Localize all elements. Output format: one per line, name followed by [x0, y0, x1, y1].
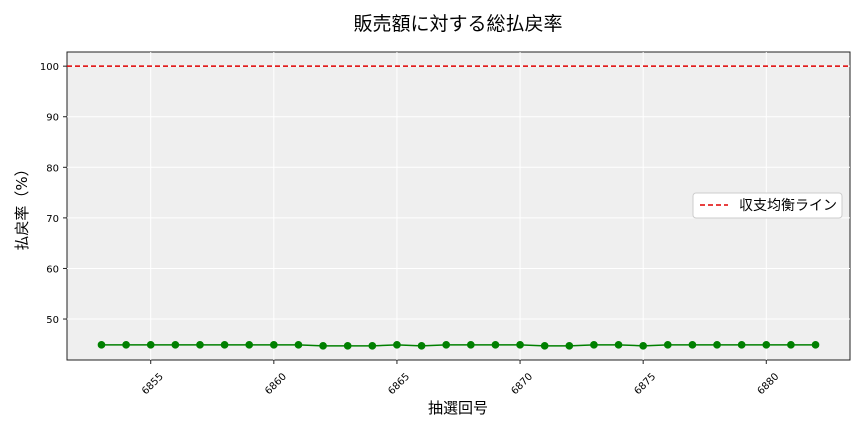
- data-point: [442, 341, 450, 349]
- x-tick-label: 6875: [633, 371, 659, 397]
- data-point: [688, 341, 697, 349]
- data-point: [294, 341, 303, 349]
- data-point: [639, 342, 647, 350]
- x-tick-label: 6870: [509, 371, 535, 397]
- legend: 収支均衡ライン: [692, 192, 843, 219]
- data-point: [368, 342, 377, 350]
- data-point: [196, 341, 204, 349]
- data-point: [245, 341, 254, 349]
- data-point: [220, 341, 229, 349]
- data-point: [393, 341, 401, 349]
- data-point: [540, 342, 549, 350]
- data-point: [97, 341, 106, 349]
- data-point: [343, 342, 352, 350]
- data-point: [811, 341, 820, 349]
- data-point: [122, 341, 130, 349]
- y-tick-label: 90: [46, 113, 59, 124]
- y-tick-label: 100: [40, 62, 59, 73]
- data-point: [663, 341, 672, 349]
- y-tick-label: 70: [46, 214, 59, 225]
- y-axis-label: 払戻率（%）: [13, 161, 31, 250]
- data-point: [146, 341, 155, 349]
- data-point: [713, 341, 721, 349]
- data-point: [516, 341, 524, 349]
- series-line: [101, 344, 816, 347]
- chart-title: 販売額に対する総払戻率: [353, 13, 562, 35]
- data-point: [467, 341, 475, 349]
- data-point: [762, 341, 771, 349]
- x-tick-label: 6860: [263, 371, 289, 397]
- data-point: [171, 341, 180, 349]
- data-point: [270, 341, 278, 349]
- data-point: [787, 341, 795, 349]
- y-tick-label: 50: [46, 315, 59, 326]
- x-tick-label: 6880: [756, 371, 782, 397]
- data-point: [614, 341, 623, 349]
- data-point: [590, 341, 598, 349]
- data-point: [737, 341, 746, 349]
- data-point: [565, 342, 574, 350]
- x-tick-label: 6855: [140, 371, 166, 397]
- data-point: [319, 342, 327, 350]
- y-tick-label: 80: [46, 163, 59, 174]
- data-point: [417, 342, 426, 350]
- x-tick-label: 6865: [386, 371, 412, 397]
- legend-label: 収支均衡ライン: [739, 198, 837, 214]
- x-axis-label: 抽選回号: [428, 399, 488, 417]
- data-point: [491, 341, 500, 349]
- y-tick-label: 60: [46, 264, 59, 275]
